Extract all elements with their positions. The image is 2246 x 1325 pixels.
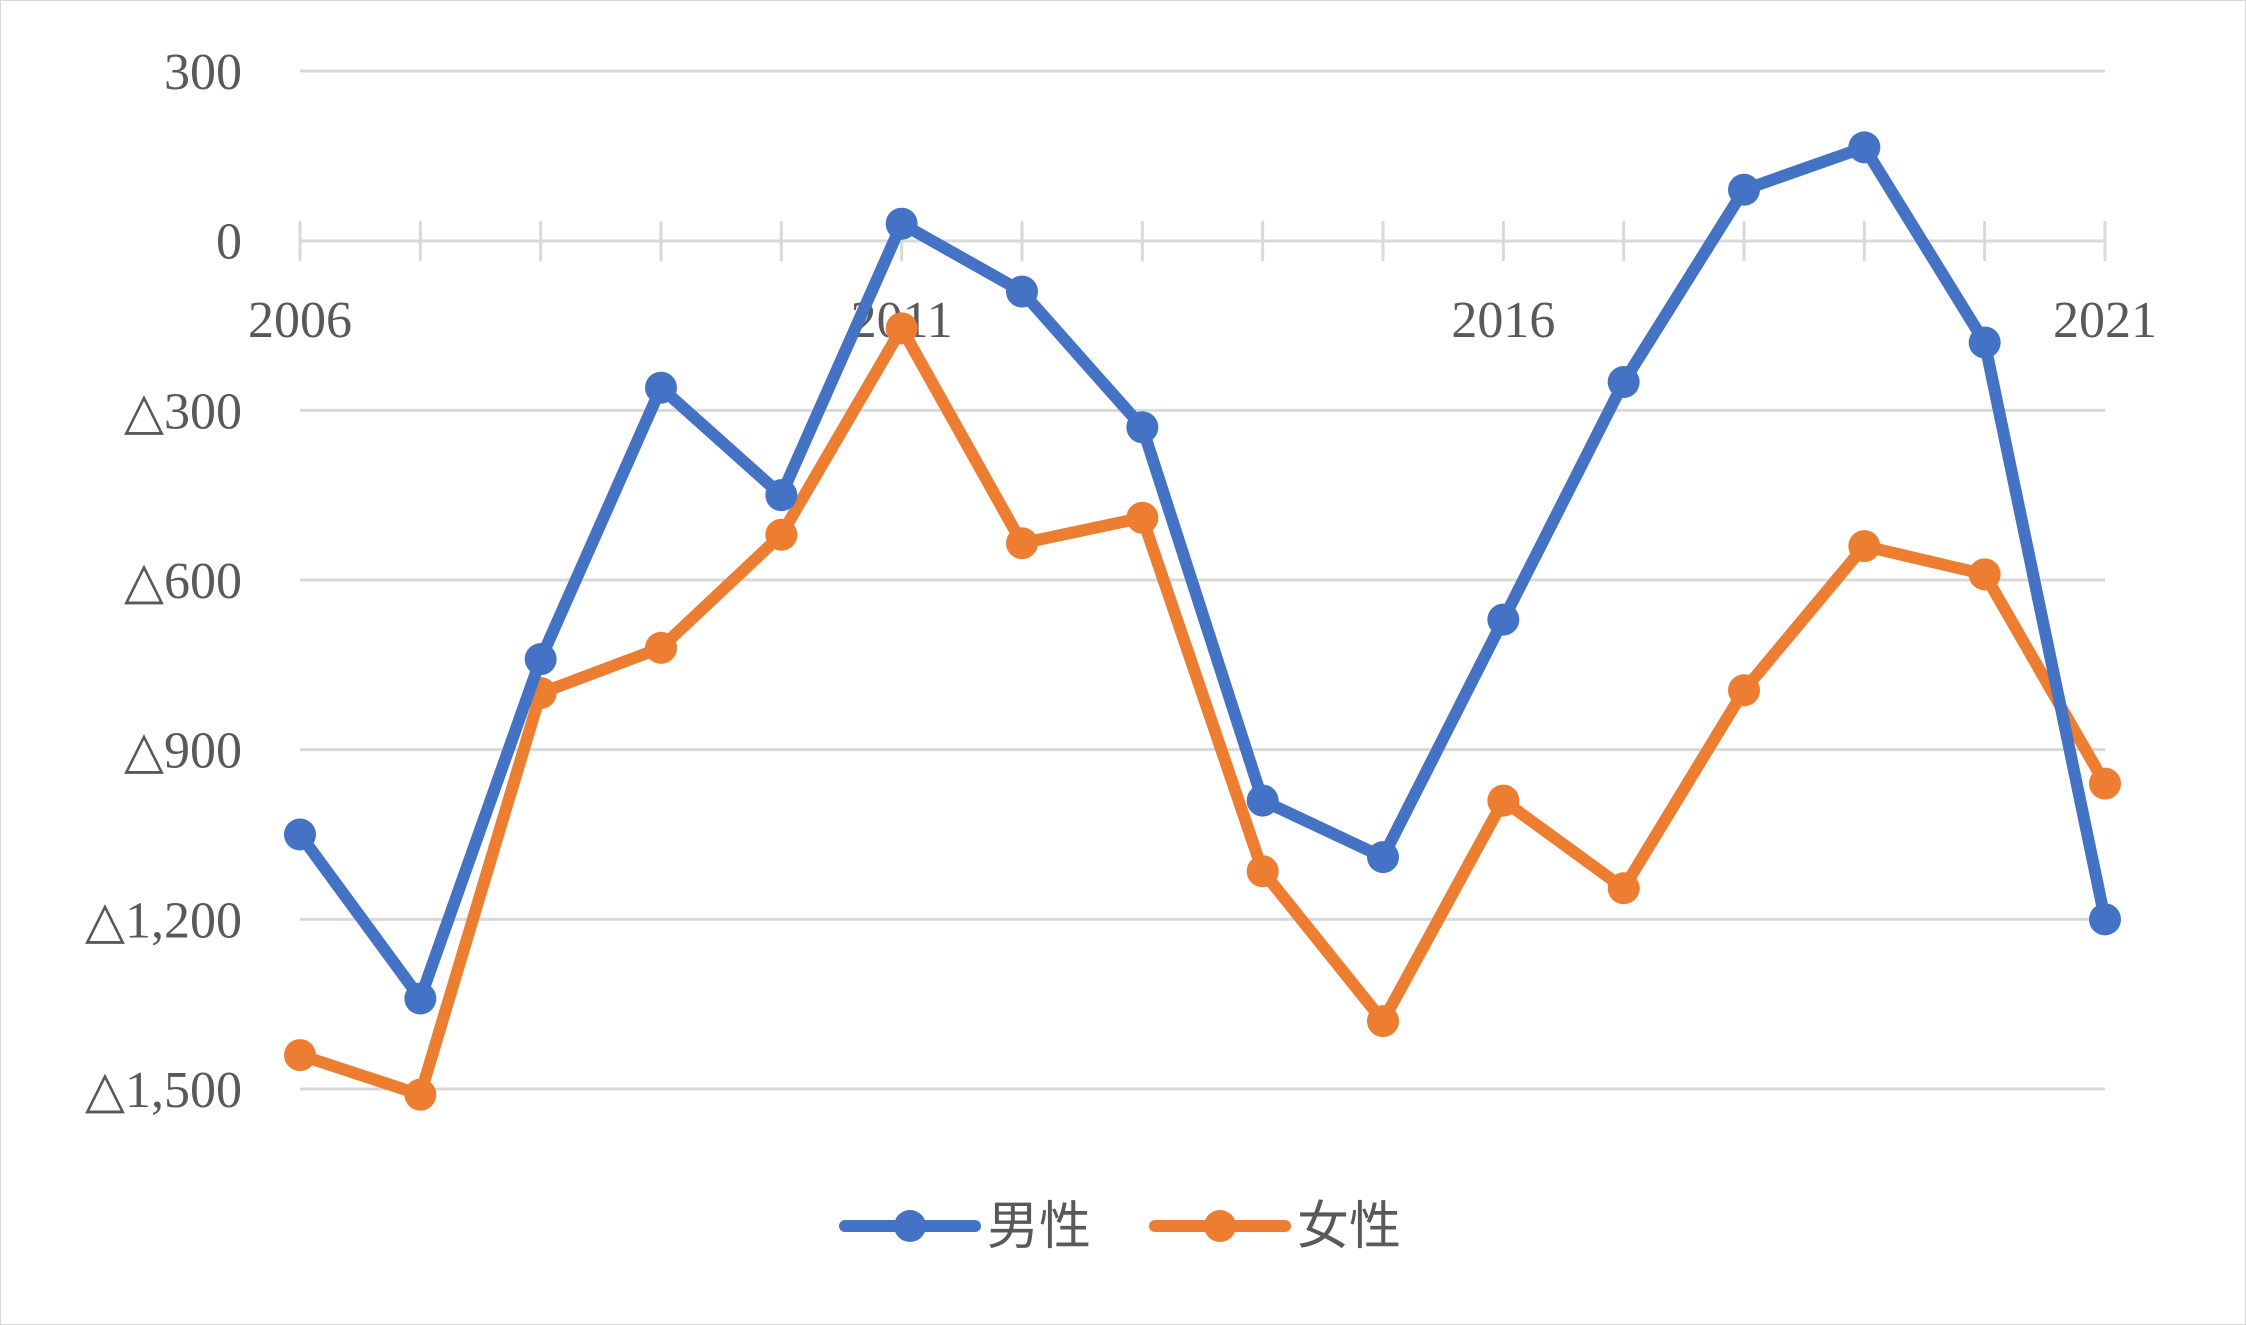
x-tick-label: 2006	[248, 292, 352, 349]
y-tick-label: △300	[124, 383, 242, 440]
data-point	[1848, 131, 1881, 164]
data-point	[404, 982, 437, 1015]
data-point	[1246, 784, 1279, 817]
series-line	[294, 141, 2111, 1005]
data-point	[1968, 326, 2001, 359]
series-男性	[284, 131, 2121, 1015]
data-point	[1607, 872, 1640, 905]
data-point	[1968, 558, 2001, 591]
y-tick-label: 0	[216, 214, 242, 271]
y-tick-label: △600	[124, 553, 242, 610]
legend-label: 女性	[1297, 1197, 1401, 1257]
data-point	[765, 518, 798, 551]
data-point	[1728, 173, 1760, 206]
legend-label: 男性	[987, 1197, 1091, 1257]
data-point	[1848, 530, 1881, 563]
y-tick-label: △1,200	[85, 892, 242, 949]
gridlines	[300, 69, 2105, 1091]
y-tick-label: 300	[164, 44, 242, 101]
data-point	[765, 479, 798, 512]
data-point	[1126, 501, 1159, 534]
data-point	[1126, 411, 1159, 444]
series-lines	[284, 131, 2121, 1111]
legend-marker	[1204, 1210, 1236, 1242]
series-女性	[284, 312, 2121, 1111]
data-point	[885, 207, 918, 240]
data-point	[1246, 855, 1279, 888]
legend-item: 女性	[1149, 1197, 1401, 1257]
data-point	[2089, 767, 2121, 800]
data-point	[284, 818, 316, 851]
data-point	[1487, 784, 1520, 817]
x-tick-label: 2021	[2053, 292, 2157, 349]
data-point	[1006, 527, 1038, 560]
data-point	[1367, 1005, 1399, 1038]
data-point	[1367, 841, 1399, 874]
legend: 男性 女性	[839, 1197, 1401, 1257]
y-tick-label: △900	[124, 723, 242, 780]
data-point	[1728, 674, 1760, 707]
data-point	[645, 631, 677, 664]
x-axis-tick-labels: 2006201120162021	[248, 292, 2157, 349]
data-point	[645, 371, 677, 404]
data-point	[1006, 275, 1038, 308]
x-tick-label: 2016	[1451, 292, 1555, 349]
x-axis	[298, 221, 2107, 261]
data-point	[2089, 903, 2121, 936]
y-axis-tick-labels: 300 0 △300 △600 △900 △1,200 △1,500	[85, 44, 242, 1119]
data-point	[1487, 603, 1520, 636]
data-point	[404, 1078, 437, 1111]
data-point	[1607, 366, 1640, 399]
data-point	[284, 1039, 316, 1072]
data-point	[524, 643, 557, 676]
legend-item: 男性	[839, 1197, 1091, 1257]
data-point	[885, 312, 918, 345]
legend-marker	[894, 1210, 926, 1242]
series-line	[294, 322, 2111, 1101]
y-tick-label: △1,500	[85, 1062, 242, 1119]
